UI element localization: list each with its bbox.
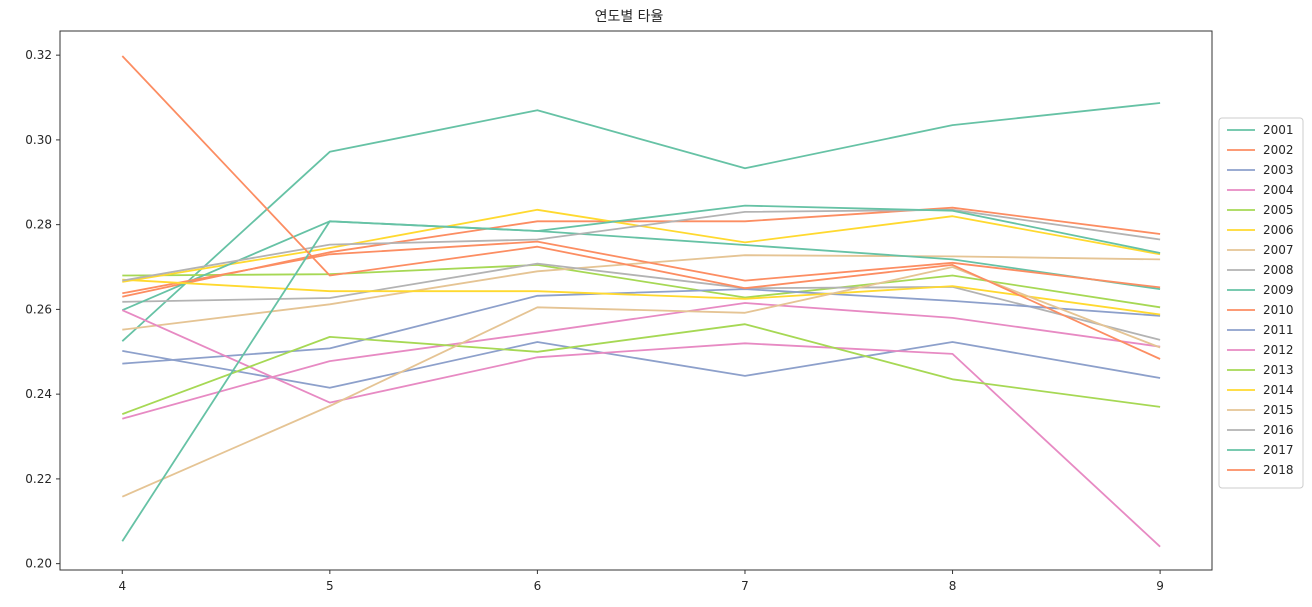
y-tick-label: 0.20 — [25, 557, 52, 571]
y-tick-label: 0.30 — [25, 133, 52, 147]
legend-label-2014: 2014 — [1263, 383, 1294, 397]
series-line-2002 — [122, 206, 1161, 298]
series-line-2011 — [122, 288, 1161, 365]
legend-label-2005: 2005 — [1263, 203, 1294, 217]
series-lines — [121, 55, 1161, 548]
legend-label-2015: 2015 — [1263, 403, 1294, 417]
series-line-2010 — [122, 240, 1161, 295]
series-line-2018 — [121, 55, 1161, 360]
y-tick-label: 0.32 — [25, 48, 52, 62]
legend-label-2004: 2004 — [1263, 183, 1294, 197]
series-line-2003 — [122, 341, 1161, 389]
y-tick-label: 0.28 — [25, 218, 52, 232]
plot-frame — [59, 30, 1213, 571]
legend-label-2013: 2013 — [1263, 363, 1294, 377]
legend-label-2008: 2008 — [1263, 263, 1294, 277]
legend-label-2012: 2012 — [1263, 343, 1294, 357]
series-line-2009 — [121, 220, 1161, 312]
axes: 4 5 6 7 8 9 0.20 0.22 0.24 0.26 0.28 0.30 0.32 — [25, 30, 1213, 593]
series-line-2013 — [121, 323, 1161, 415]
x-tick-label: 5 — [326, 579, 334, 593]
y-tick-label: 0.24 — [25, 387, 52, 401]
legend-label-2011: 2011 — [1263, 323, 1294, 337]
series-line-2007 — [122, 254, 1161, 331]
legend-label-2017: 2017 — [1263, 443, 1294, 457]
series-line-2004 — [122, 302, 1161, 420]
legend: 2001 2002 2003 2004 2005 2006 2007 2008 2009 2010… — [1218, 117, 1304, 489]
legend-label-2003: 2003 — [1263, 163, 1294, 177]
legend-label-2016: 2016 — [1263, 423, 1294, 437]
y-tick-label: 0.22 — [25, 472, 52, 486]
legend-label-2006: 2006 — [1263, 223, 1294, 237]
legend-label-2007: 2007 — [1263, 243, 1294, 257]
x-tick-label: 6 — [534, 579, 542, 593]
x-tick-label: 8 — [949, 579, 957, 593]
legend-label-2018: 2018 — [1263, 463, 1294, 477]
legend-label-2002: 2002 — [1263, 143, 1294, 157]
legend-label-2009: 2009 — [1263, 283, 1294, 297]
legend-label-2001: 2001 — [1263, 123, 1294, 137]
series-line-2017 — [121, 204, 1161, 542]
x-tick-label: 4 — [118, 579, 126, 593]
chart-title: 연도별 타율 — [595, 9, 664, 25]
x-tick-label: 7 — [741, 579, 749, 593]
x-tick-label: 9 — [1156, 579, 1164, 593]
series-line-2016 — [122, 208, 1161, 282]
series-line-2001 — [121, 102, 1161, 342]
y-tick-label: 0.26 — [25, 302, 52, 316]
legend-label-2010: 2010 — [1263, 303, 1294, 317]
series-line-2012 — [121, 309, 1161, 548]
series-line-2014 — [122, 278, 1161, 316]
series-line-2008 — [122, 262, 1161, 341]
